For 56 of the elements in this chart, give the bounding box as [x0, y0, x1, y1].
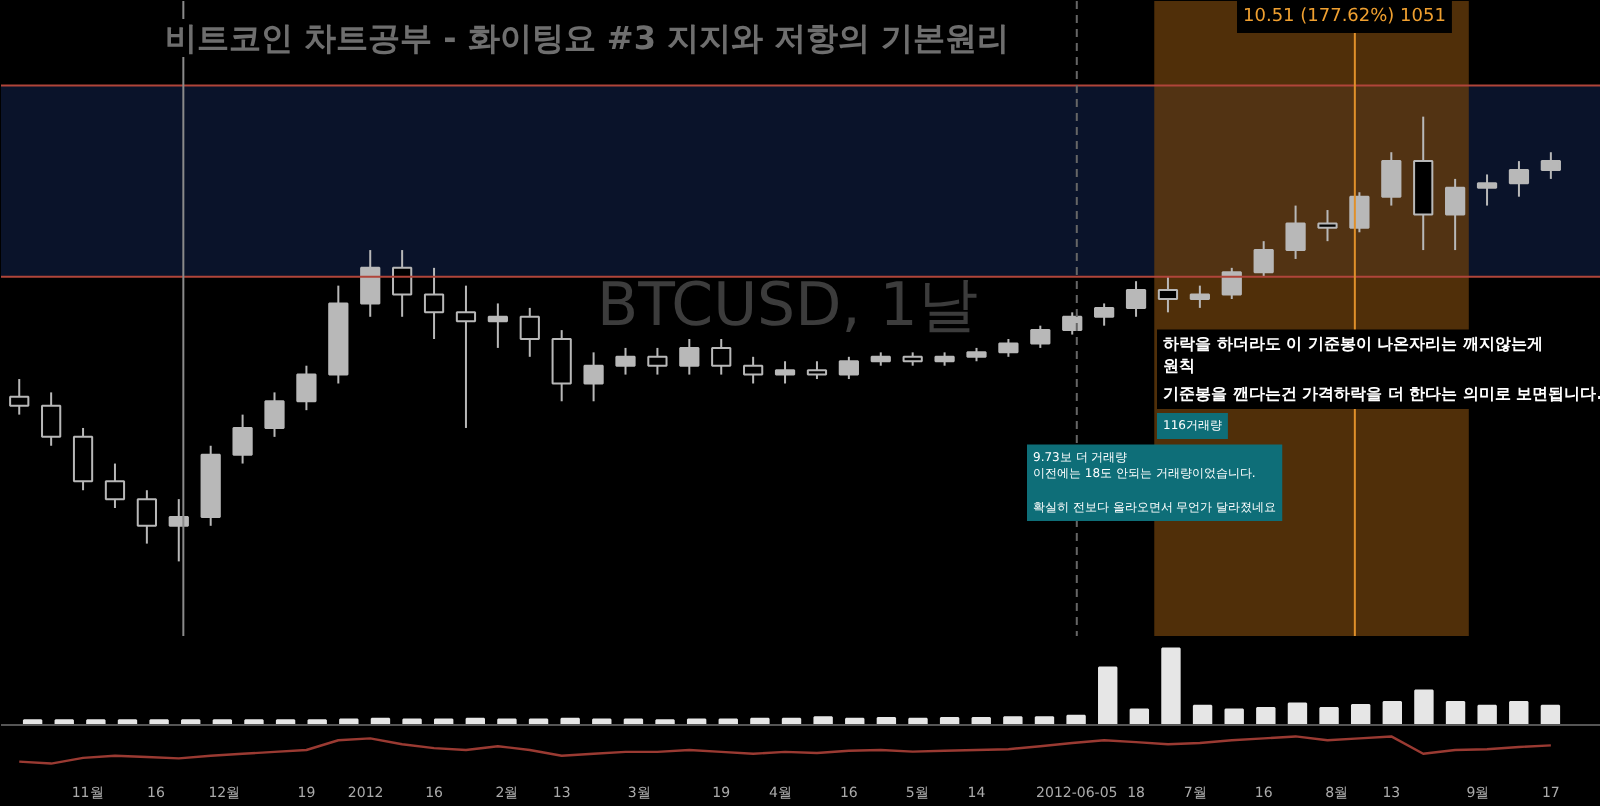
candlestick: [1540, 151, 1561, 180]
candlestick: [1285, 204, 1306, 260]
chart-title: 비트코인 차트공부 - 화이팅요 #3 지지와 저항의 기본원리: [165, 19, 1010, 57]
candlestick: [583, 351, 604, 403]
candlestick: [1317, 209, 1338, 243]
candlestick: [1349, 191, 1370, 234]
candlestick: [1094, 302, 1115, 327]
candlestick: [296, 364, 317, 412]
candlestick: [104, 462, 126, 510]
candlestick: [1221, 266, 1242, 300]
candlestick: [72, 426, 94, 492]
candlestick: [455, 284, 477, 429]
candlestick: [615, 346, 636, 376]
candlestick: [774, 360, 796, 385]
annotation: BTCUSD, 1날: [597, 271, 978, 341]
candlestick: [168, 498, 189, 563]
candlestick: [136, 489, 157, 545]
candlestick: [1381, 151, 1402, 207]
bar: [1287, 702, 1308, 726]
bar: [1098, 666, 1118, 726]
candlestick: [1062, 311, 1083, 336]
candlestick: [360, 249, 381, 318]
candlestick: [1476, 173, 1498, 207]
candlestick: [392, 249, 413, 318]
candlestick: [9, 378, 30, 416]
candlestick: [711, 338, 732, 376]
candlestick: [1030, 324, 1051, 349]
candlestick: [41, 391, 62, 447]
candlestick: [743, 355, 764, 385]
candlestick: [647, 346, 668, 376]
candlestick: [423, 266, 445, 341]
bar: [1477, 704, 1497, 726]
bar: [1414, 689, 1434, 726]
annotation: 하락을 하더라도 이 기준봉이 나온자리는 깨지않는게 원칙: [1163, 335, 1543, 375]
bar: [1350, 704, 1371, 726]
bar: [1445, 700, 1466, 726]
candlestick: [551, 329, 572, 403]
bar: [1382, 700, 1402, 726]
candlestick: [1189, 284, 1210, 309]
candlestick: [264, 391, 285, 438]
candlestick: [1125, 280, 1147, 318]
candlestick: [232, 413, 253, 465]
annotation: 기준봉을 깬다는건 가격하락을 더 한다는 의미로 보면됩니다.: [1163, 385, 1600, 403]
candlestick: [1253, 240, 1274, 278]
bar: [1256, 707, 1276, 726]
text: 10.51 (177.62%) 1051: [1243, 7, 1446, 27]
candlestick: [1157, 275, 1179, 314]
candlestick: [487, 302, 508, 349]
candlestick: [838, 355, 859, 381]
candlestick: [1445, 177, 1466, 252]
bar: [1161, 647, 1181, 726]
candlestick: [1508, 160, 1530, 198]
candlestick: [679, 338, 700, 376]
bar: [1509, 700, 1529, 726]
bar: [1319, 707, 1339, 726]
candlestick: [519, 306, 540, 358]
